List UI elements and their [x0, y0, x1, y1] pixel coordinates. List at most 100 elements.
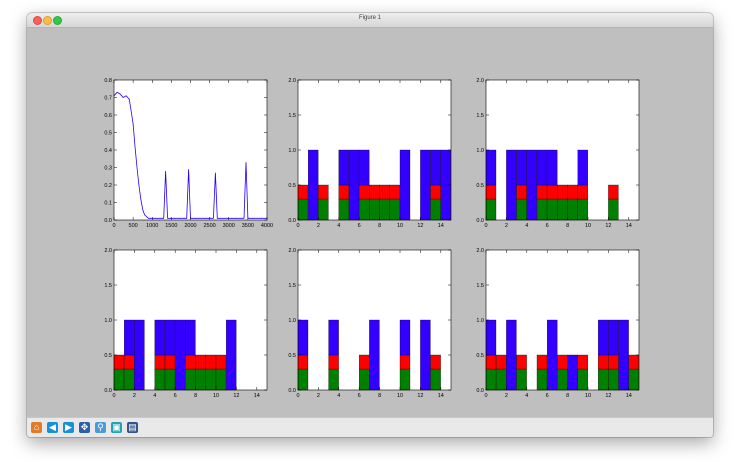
y-tick-label: 1.0 — [288, 318, 296, 324]
y-tick-label: 2.0 — [476, 78, 484, 84]
bar-green — [113, 368, 125, 391]
x-tick-label: 10 — [585, 223, 591, 229]
x-tick-label: 10 — [213, 393, 219, 399]
bar-red — [379, 184, 390, 200]
maximize-window-button[interactable] — [53, 16, 62, 25]
y-tick-label: 2.0 — [288, 78, 296, 84]
bar-blue — [506, 149, 517, 221]
bar-blue — [297, 319, 309, 356]
x-tick-label: 10 — [397, 223, 403, 229]
bar-green — [430, 368, 441, 391]
y-tick-label: 0.0 — [476, 388, 484, 394]
pan-button[interactable]: ✥ — [79, 422, 90, 433]
bar-green — [628, 368, 639, 391]
figure-canvas[interactable]: 0 500 1000 1500 2000 2500 3000 3500 4000 0.0 0.1 0.… — [27, 28, 713, 417]
subplot-4: 0 2 4 6 8 10 12 14 0.0 0.5 1.0 1.5 2.0 — [104, 248, 268, 399]
bar-blue — [399, 319, 411, 356]
y-tick-label: 1.5 — [288, 113, 296, 119]
bar-green — [318, 198, 329, 221]
move-icon: ✥ — [80, 422, 89, 432]
bar-green — [359, 198, 370, 221]
bar-red — [154, 354, 165, 370]
y-tick-label: 0.2 — [104, 183, 112, 189]
home-button[interactable]: ⌂ — [31, 422, 42, 433]
y-tick-label: 1.5 — [476, 283, 484, 289]
bar-green — [557, 368, 568, 391]
figure-svg: 0 500 1000 1500 2000 2500 3000 3500 40000.00.10.… — [104, 78, 640, 399]
y-tick-label: 0.5 — [104, 353, 112, 359]
x-tick-label: 0 — [296, 223, 299, 229]
bar-red — [185, 354, 196, 370]
subplot-1: 0 500 1000 1500 2000 2500 3000 3500 4000 0.0 0.1 0.… — [104, 78, 273, 229]
title-bar[interactable]: Figure 1 — [27, 13, 713, 28]
subplots-icon: ▣ — [112, 422, 121, 432]
x-tick-label: 6 — [358, 223, 361, 229]
bar-blue — [338, 149, 349, 186]
bar-green — [297, 368, 309, 391]
bar-green — [399, 368, 411, 391]
bar-blue — [175, 319, 186, 391]
bar-green — [430, 198, 441, 221]
x-tick-label: 2500 — [204, 223, 216, 229]
subplot-2: 0 2 4 6 8 10 12 14 0.0 0.5 1.0 1.5 2.0 — [288, 78, 452, 229]
x-tick-label: 8 — [378, 223, 381, 229]
x-tick-label: 6 — [546, 223, 549, 229]
bar-blue — [185, 319, 196, 356]
bar-green — [195, 368, 206, 391]
forward-button[interactable]: ▶ — [63, 422, 74, 433]
y-tick-label: 2.0 — [104, 248, 112, 254]
bar-red — [577, 184, 588, 200]
y-tick-label: 0.0 — [288, 218, 296, 224]
x-tick-label: 12 — [417, 393, 423, 399]
close-window-button[interactable] — [33, 16, 42, 25]
bar-blue — [134, 319, 145, 391]
bar-red — [318, 184, 329, 200]
x-tick-label: 0 — [484, 223, 487, 229]
bar-red — [430, 354, 441, 370]
bar-red — [547, 184, 558, 200]
save-icon: ▤ — [128, 422, 137, 432]
bar-blue — [526, 149, 537, 221]
zoom-button[interactable]: ⚲ — [95, 422, 106, 433]
x-tick-label: 6 — [174, 393, 177, 399]
x-tick-label: 8 — [194, 393, 197, 399]
bar-green — [577, 368, 588, 391]
y-tick-label: 0.5 — [476, 353, 484, 359]
x-tick-label: 2 — [133, 393, 136, 399]
configure-subplots-button[interactable]: ▣ — [111, 422, 122, 433]
x-tick-label: 3000 — [223, 223, 235, 229]
y-tick-label: 2.0 — [288, 248, 296, 254]
x-tick-label: 4000 — [261, 223, 273, 229]
subplot-6: 0 2 4 6 8 10 12 14 0.0 0.5 1.0 1.5 2.0 — [476, 248, 640, 399]
bar-blue — [567, 354, 578, 391]
y-tick-label: 0.8 — [104, 78, 112, 84]
bar-green — [359, 368, 370, 391]
bar-red — [338, 184, 349, 200]
save-button[interactable]: ▤ — [127, 422, 138, 433]
bar-green — [547, 198, 558, 221]
x-tick-label: 4 — [337, 393, 340, 399]
bar-green — [185, 368, 196, 391]
bar-red — [557, 184, 568, 200]
bar-green — [205, 368, 216, 391]
bar-blue — [485, 149, 497, 186]
x-tick-label: 2 — [505, 393, 508, 399]
x-tick-label: 1000 — [146, 223, 158, 229]
y-tick-label: 0.5 — [104, 131, 112, 137]
y-tick-label: 0.1 — [104, 201, 112, 207]
bar-green — [164, 368, 176, 391]
bar-blue — [226, 319, 237, 391]
y-tick-label: 1.5 — [476, 113, 484, 119]
y-tick-label: 1.5 — [288, 283, 296, 289]
y-tick-label: 2.0 — [476, 248, 484, 254]
bar-blue — [608, 319, 619, 356]
line-series — [113, 91, 267, 219]
back-button[interactable]: ◀ — [47, 422, 58, 433]
x-tick-label: 0 — [112, 393, 115, 399]
bar-blue — [420, 149, 431, 221]
bar-blue — [577, 149, 588, 186]
minimize-window-button[interactable] — [43, 16, 52, 25]
bar-red — [297, 184, 309, 200]
x-tick-label: 6 — [546, 393, 549, 399]
x-tick-label: 12 — [605, 223, 611, 229]
